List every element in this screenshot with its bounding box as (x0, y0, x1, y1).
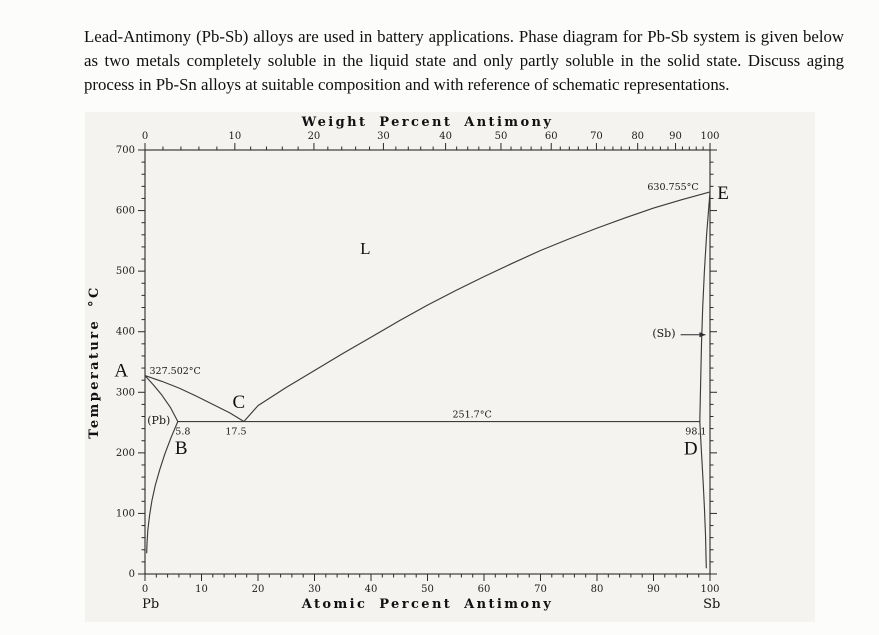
x-tick-label: 0 (142, 584, 148, 595)
annotation-a: A (114, 361, 128, 382)
curve-solidus-left (144, 375, 179, 423)
annotation-5.8: 5.8 (175, 427, 190, 438)
x-tick-label: 90 (647, 584, 660, 595)
annotation-c: C (232, 392, 245, 413)
y-tick-label: 500 (116, 266, 135, 277)
bottom-axis-title: Atomic Percent Antimony (301, 597, 554, 612)
annotation-e: E (717, 183, 729, 204)
x-tick-label: 50 (421, 584, 434, 595)
annotation-17.5: 17.5 (225, 427, 246, 438)
top-tick-label: 0 (142, 131, 148, 142)
curve-solvus-pb (146, 420, 179, 554)
top-tick-label: 60 (545, 131, 558, 142)
top-tick-label: 100 (700, 131, 719, 142)
top-tick-label: 70 (590, 131, 603, 142)
x-tick-label: 70 (534, 584, 547, 595)
y-axis-title: Temperature °C (87, 285, 102, 438)
top-axis-title: Weight Percent Antimony (301, 115, 554, 130)
y-tick-label: 400 (116, 327, 135, 338)
annotation-arrowhead-icon (699, 332, 706, 338)
annotation-pb: (Pb) (147, 414, 170, 427)
curve-liquidus-left (144, 375, 245, 423)
y-tick-label: 200 (116, 448, 135, 459)
x-tick-label: 10 (195, 584, 208, 595)
annotation-l: L (360, 239, 370, 258)
pb-end-label: Pb (142, 597, 159, 612)
y-tick-label: 0 (129, 569, 135, 580)
top-tick-label: 90 (669, 131, 682, 142)
x-tick-label: 100 (700, 584, 719, 595)
annotation-d: D (684, 439, 698, 460)
top-tick-label: 10 (228, 131, 241, 142)
annotation-251.7c: 251.7°C (453, 410, 492, 421)
phase-diagram-figure: 0 100 200 300 400 500 600 700 0 10 20 30 40 50 60 70 80 9… (85, 112, 815, 622)
annotation-98.1: 98.1 (685, 427, 706, 438)
y-tick-label: 300 (116, 387, 135, 398)
x-tick-label: 60 (478, 584, 491, 595)
y-tick-label: 600 (116, 206, 135, 217)
annotation-630.755c: 630.755°C (647, 182, 698, 193)
plot-frame (144, 149, 711, 575)
curve-solidus-right (699, 191, 711, 423)
curve-solvus-sb (699, 420, 707, 569)
top-tick-label: 40 (439, 131, 452, 142)
annotation-327.502c: 327.502°C (150, 366, 201, 377)
top-tick-label: 50 (495, 131, 508, 142)
sb-end-label: Sb (703, 597, 720, 612)
top-tick-label: 80 (631, 131, 644, 142)
x-tick-label: 30 (308, 584, 321, 595)
top-tick-label: 20 (308, 131, 321, 142)
annotation-sb: (Sb) (652, 327, 675, 340)
x-tick-label: 20 (252, 584, 265, 595)
top-tick-label: 30 (377, 131, 390, 142)
y-tick-label: 100 (116, 508, 135, 519)
annotation-b: B (175, 438, 188, 459)
x-tick-label: 80 (591, 584, 604, 595)
curve-liquidus-right (243, 191, 711, 423)
y-tick-label: 700 (116, 145, 135, 156)
question-text: Lead-Antimony (Pb-Sb) alloys are used in… (84, 26, 844, 94)
x-tick-label: 40 (365, 584, 378, 595)
